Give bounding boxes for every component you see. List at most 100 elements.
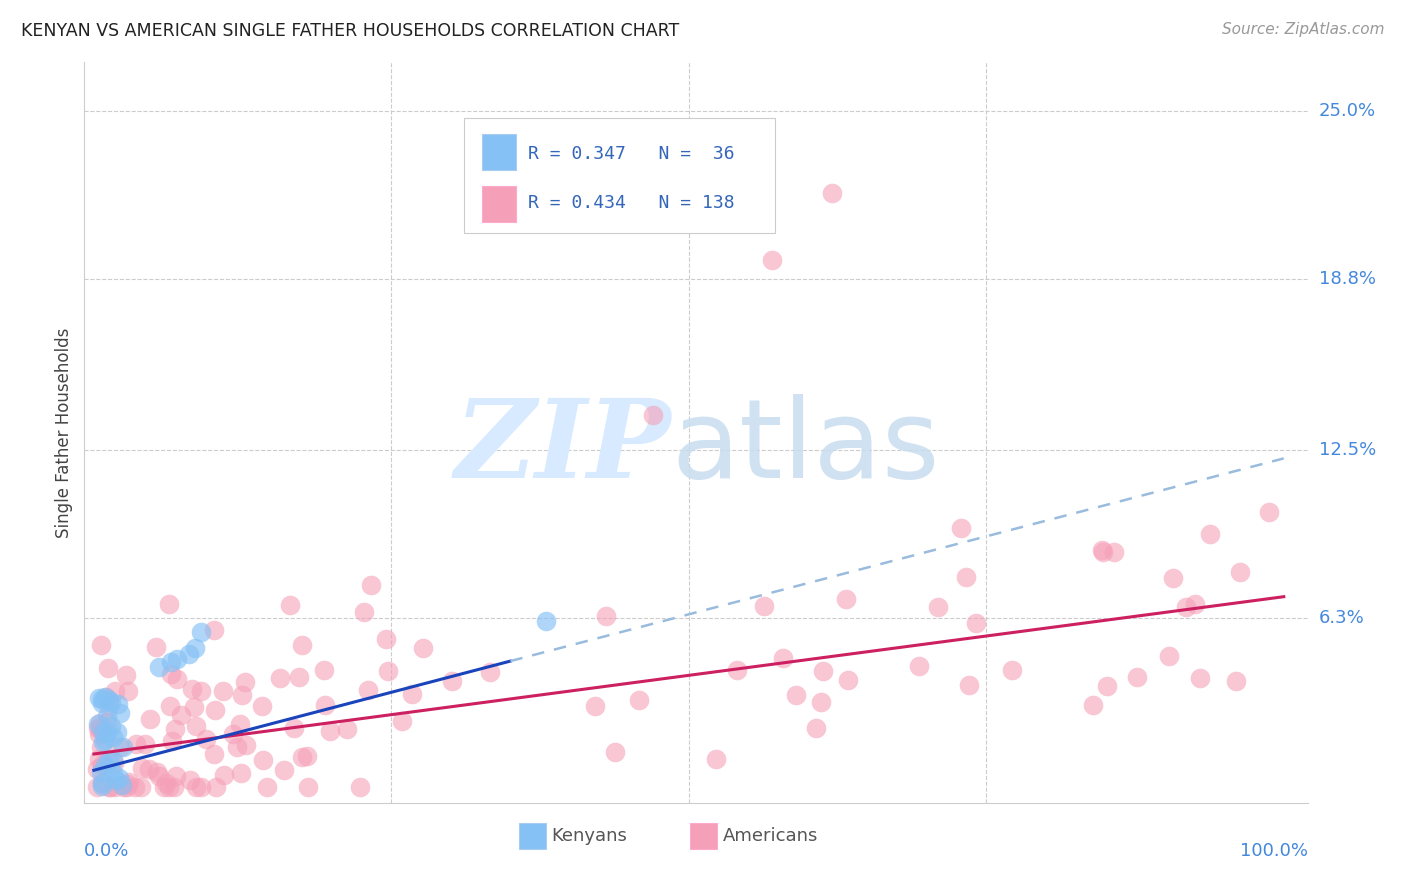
Point	[190, 780, 212, 794]
Point	[89, 716, 111, 731]
Point	[1097, 679, 1119, 693]
Point	[96, 708, 118, 723]
Point	[190, 624, 212, 639]
Point	[820, 186, 842, 200]
Point	[752, 599, 775, 613]
Point	[1229, 565, 1251, 579]
Point	[108, 706, 131, 720]
Point	[134, 737, 156, 751]
Point	[1126, 670, 1149, 684]
Point	[159, 699, 181, 714]
Point	[139, 712, 162, 726]
Point	[103, 753, 125, 767]
Point	[1161, 571, 1184, 585]
Point	[353, 605, 375, 619]
Point	[202, 624, 225, 638]
Point	[772, 651, 794, 665]
Point	[145, 640, 167, 654]
Point	[349, 780, 371, 794]
Point	[835, 592, 858, 607]
Point	[177, 647, 200, 661]
Point	[534, 614, 557, 628]
Point	[112, 780, 135, 794]
Text: KENYAN VS AMERICAN SINGLE FATHER HOUSEHOLDS CORRELATION CHART: KENYAN VS AMERICAN SINGLE FATHER HOUSEHO…	[21, 22, 679, 40]
Point	[1184, 597, 1206, 611]
FancyBboxPatch shape	[464, 118, 776, 233]
Point	[1000, 663, 1022, 677]
Point	[319, 724, 342, 739]
Point	[212, 768, 235, 782]
FancyBboxPatch shape	[690, 822, 717, 848]
Point	[190, 683, 212, 698]
Point	[91, 696, 114, 710]
Point	[91, 779, 114, 793]
Point	[1157, 649, 1180, 664]
Point	[96, 726, 118, 740]
Point	[155, 775, 177, 789]
Point	[91, 723, 114, 737]
Point	[1091, 542, 1114, 557]
Point	[950, 521, 973, 535]
Point	[183, 700, 205, 714]
Point	[273, 763, 295, 777]
Point	[252, 753, 274, 767]
Point	[180, 682, 202, 697]
Point	[643, 408, 665, 422]
Point	[957, 678, 980, 692]
Text: 25.0%: 25.0%	[1319, 103, 1376, 120]
Point	[111, 740, 134, 755]
Point	[90, 764, 112, 779]
Point	[103, 731, 125, 745]
Point	[115, 777, 138, 791]
Point	[357, 683, 380, 698]
Point	[91, 725, 114, 739]
Point	[118, 775, 141, 789]
Text: 6.3%: 6.3%	[1319, 609, 1364, 627]
Point	[89, 752, 111, 766]
Point	[312, 663, 335, 677]
Point	[146, 765, 169, 780]
Point	[90, 740, 112, 755]
Point	[202, 747, 225, 761]
Point	[179, 772, 201, 787]
Point	[94, 690, 117, 705]
Point	[86, 780, 108, 794]
Point	[278, 598, 301, 612]
Point	[153, 780, 176, 794]
Point	[91, 776, 114, 790]
Point	[813, 664, 835, 678]
Point	[585, 698, 607, 713]
Text: ZIP: ZIP	[456, 393, 672, 501]
Text: 100.0%: 100.0%	[1240, 842, 1308, 860]
Point	[725, 664, 748, 678]
Point	[100, 695, 122, 709]
Point	[1188, 671, 1211, 685]
Point	[124, 780, 146, 794]
Point	[104, 684, 127, 698]
Point	[1257, 505, 1279, 519]
Point	[478, 665, 501, 679]
Point	[605, 745, 627, 759]
Point	[233, 674, 256, 689]
Point	[229, 766, 252, 780]
Text: Source: ZipAtlas.com: Source: ZipAtlas.com	[1222, 22, 1385, 37]
Point	[90, 692, 112, 706]
Point	[97, 661, 120, 675]
Point	[91, 758, 114, 772]
Point	[165, 769, 187, 783]
Point	[374, 632, 396, 647]
Point	[166, 672, 188, 686]
Point	[761, 253, 783, 268]
Point	[1199, 526, 1222, 541]
Point	[97, 753, 120, 767]
Point	[205, 780, 228, 794]
Point	[165, 723, 187, 737]
Point	[98, 693, 121, 707]
Point	[360, 577, 382, 591]
Point	[785, 688, 807, 702]
Text: 18.8%: 18.8%	[1319, 270, 1375, 288]
Point	[704, 752, 727, 766]
FancyBboxPatch shape	[482, 135, 516, 169]
Point	[97, 780, 120, 794]
Point	[235, 738, 257, 752]
